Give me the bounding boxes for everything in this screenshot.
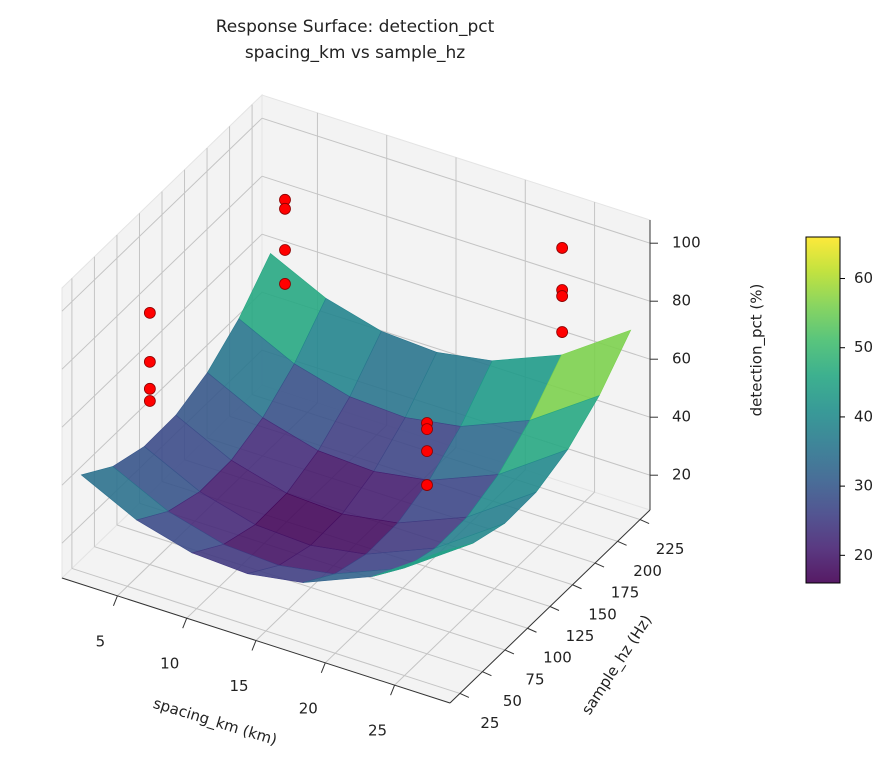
- y-tick-label: 200: [633, 562, 662, 580]
- x-tick: [390, 684, 396, 696]
- y-tick: [482, 671, 492, 677]
- y-tick-label: 150: [588, 605, 617, 623]
- data-point: [279, 278, 291, 290]
- x-tick: [320, 662, 326, 674]
- data-point: [143, 395, 156, 407]
- y-tick: [459, 692, 470, 698]
- x-tick-label: 5: [96, 632, 106, 650]
- x-axis-label: spacing_km (km): [151, 694, 279, 750]
- y-tick-label: 125: [566, 627, 595, 645]
- data-point: [556, 290, 569, 302]
- x-tick-label: 20: [299, 699, 318, 717]
- colorbar-tick-label: 20: [854, 546, 873, 564]
- data-point: [279, 202, 291, 215]
- y-tick: [617, 540, 627, 546]
- grid-line: [61, 117, 263, 312]
- z-axis-label: detection_pct (%): [748, 284, 767, 417]
- x-tick: [182, 617, 188, 629]
- data-point: [556, 242, 569, 254]
- y-tick: [549, 606, 560, 611]
- data-point: [143, 306, 156, 319]
- data-point: [279, 244, 291, 256]
- colorbar-tick-label: 60: [854, 269, 873, 287]
- x-tick-label: 25: [368, 722, 387, 740]
- x-tick: [112, 595, 118, 607]
- x-tick: [251, 640, 257, 651]
- data-point: [143, 382, 156, 395]
- y-tick-label: 75: [525, 670, 544, 688]
- colorbar-tick-label: 50: [854, 338, 873, 356]
- z-tick-label: 100: [672, 234, 701, 252]
- chart-title: Response Surface: detection_pct: [216, 17, 495, 37]
- x-tick-label: 15: [229, 677, 248, 695]
- data-point: [421, 445, 433, 458]
- y-tick: [527, 627, 537, 633]
- grid-line: [261, 175, 651, 302]
- z-tick-label: 20: [672, 466, 691, 484]
- grid-line: [61, 175, 263, 370]
- y-tick: [572, 584, 582, 590]
- y-tick: [639, 519, 650, 525]
- colorbar-tick-label: 40: [854, 407, 873, 425]
- x-tick-label: 10: [160, 655, 179, 673]
- data-point: [421, 479, 433, 491]
- data-point: [556, 326, 569, 338]
- z-tick-label: 40: [672, 408, 691, 426]
- grid-line: [61, 291, 263, 486]
- z-tick-label: 60: [672, 350, 691, 368]
- z-tick-label: 80: [672, 292, 691, 310]
- chart-subtitle: spacing_km vs sample_hz: [245, 43, 465, 63]
- y-tick: [504, 649, 515, 655]
- y-tick-label: 225: [656, 540, 685, 558]
- grid-line: [71, 567, 461, 694]
- y-tick: [594, 562, 605, 568]
- y-tick-label: 50: [503, 692, 522, 710]
- data-point: [143, 355, 156, 368]
- colorbar-tick-label: 30: [854, 477, 873, 495]
- surface-patch: [372, 542, 474, 577]
- grid-line: [261, 233, 651, 360]
- grid-line: [61, 233, 263, 428]
- y-tick-label: 100: [543, 649, 572, 667]
- y-axis-line: [449, 509, 651, 704]
- y-tick-label: 175: [611, 584, 640, 602]
- x-axis-line: [61, 577, 451, 704]
- y-tick-label: 25: [480, 714, 499, 732]
- grid-line: [261, 117, 651, 244]
- grid-line: [94, 546, 483, 673]
- data-point: [421, 423, 433, 435]
- colorbar: [805, 236, 841, 584]
